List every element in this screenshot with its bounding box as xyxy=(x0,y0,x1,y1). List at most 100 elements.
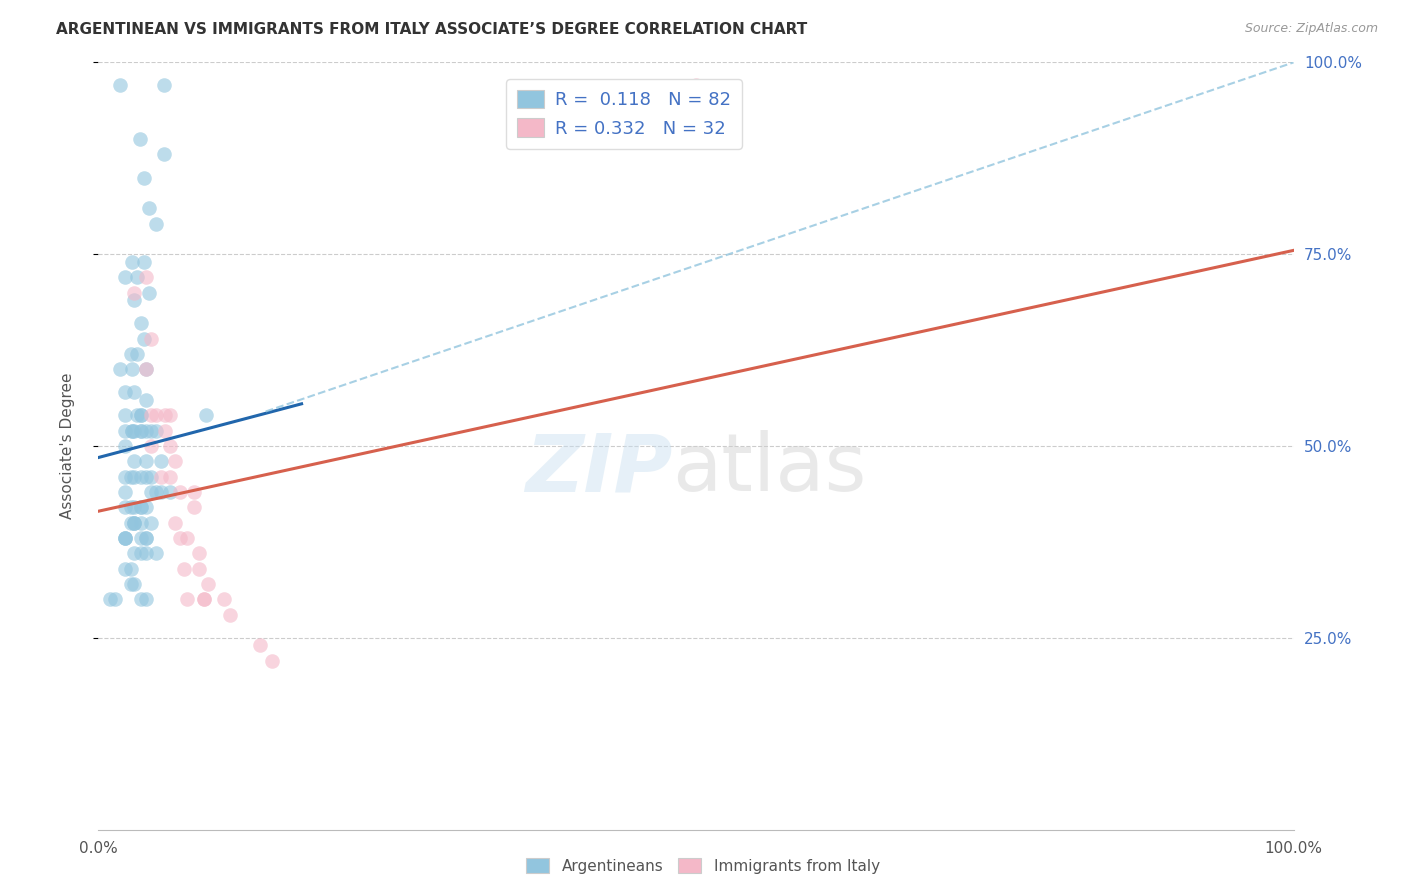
Point xyxy=(114,439,136,453)
Y-axis label: Associate's Degree: Associate's Degree xyxy=(60,373,75,519)
Point xyxy=(131,500,153,515)
Point xyxy=(159,439,181,453)
Point xyxy=(153,147,176,161)
Point xyxy=(124,293,146,308)
Point xyxy=(138,201,160,215)
Point xyxy=(124,516,146,530)
Point xyxy=(124,516,146,530)
Point xyxy=(173,562,195,576)
Point xyxy=(135,392,157,407)
Point xyxy=(124,454,146,468)
Text: ZIP: ZIP xyxy=(524,430,672,508)
Point xyxy=(139,409,162,423)
Point xyxy=(135,500,157,515)
Text: Source: ZipAtlas.com: Source: ZipAtlas.com xyxy=(1244,22,1378,36)
Point xyxy=(145,546,167,560)
Point xyxy=(114,531,136,545)
Point xyxy=(187,562,209,576)
Point xyxy=(124,500,146,515)
Point xyxy=(125,270,148,285)
Point xyxy=(155,409,177,423)
Point xyxy=(135,454,157,468)
Point xyxy=(212,592,235,607)
Point xyxy=(159,469,181,483)
Point xyxy=(145,409,167,423)
Point xyxy=(124,546,146,560)
Point xyxy=(132,255,155,269)
Point xyxy=(153,78,176,93)
Point xyxy=(114,531,136,545)
Point xyxy=(120,516,142,530)
Point xyxy=(139,469,162,483)
Point xyxy=(131,424,153,438)
Point xyxy=(176,531,198,545)
Point xyxy=(149,454,172,468)
Point xyxy=(176,592,198,607)
Point xyxy=(132,170,155,185)
Point xyxy=(124,577,146,591)
Point xyxy=(139,516,162,530)
Point xyxy=(114,485,136,500)
Point xyxy=(114,469,136,483)
Point xyxy=(135,362,157,376)
Point xyxy=(121,424,143,438)
Point xyxy=(169,531,191,545)
Point xyxy=(260,654,283,668)
Point xyxy=(135,531,157,545)
Point xyxy=(120,347,142,361)
Point xyxy=(120,577,142,591)
Text: ARGENTINEAN VS IMMIGRANTS FROM ITALY ASSOCIATE’S DEGREE CORRELATION CHART: ARGENTINEAN VS IMMIGRANTS FROM ITALY ASS… xyxy=(56,22,807,37)
Point xyxy=(135,469,157,483)
Point xyxy=(197,577,219,591)
Point xyxy=(124,285,146,300)
Point xyxy=(193,592,215,607)
Point xyxy=(98,592,122,607)
Point xyxy=(145,217,167,231)
Point xyxy=(131,500,153,515)
Legend: Argentineans, Immigrants from Italy: Argentineans, Immigrants from Italy xyxy=(520,852,886,880)
Point xyxy=(135,270,157,285)
Point xyxy=(135,592,157,607)
Point xyxy=(155,424,177,438)
Point xyxy=(125,409,148,423)
Point xyxy=(120,469,142,483)
Point xyxy=(114,270,136,285)
Point xyxy=(114,424,136,438)
Point xyxy=(129,132,152,146)
Point xyxy=(183,485,205,500)
Point xyxy=(195,409,218,423)
Point xyxy=(132,332,155,346)
Point xyxy=(139,424,162,438)
Point xyxy=(145,485,167,500)
Point xyxy=(120,562,142,576)
Point xyxy=(108,78,131,93)
Point xyxy=(121,255,143,269)
Point xyxy=(685,78,707,93)
Point xyxy=(114,409,136,423)
Point xyxy=(139,332,162,346)
Point xyxy=(114,562,136,576)
Point xyxy=(183,500,205,515)
Legend: R =  0.118   N = 82, R = 0.332   N = 32: R = 0.118 N = 82, R = 0.332 N = 32 xyxy=(506,79,742,149)
Point xyxy=(159,485,181,500)
Point xyxy=(131,546,153,560)
Point xyxy=(108,362,131,376)
Point xyxy=(249,639,271,653)
Point xyxy=(169,485,191,500)
Point xyxy=(131,516,153,530)
Point xyxy=(121,362,143,376)
Point xyxy=(159,409,181,423)
Point xyxy=(124,516,146,530)
Point xyxy=(149,469,172,483)
Point xyxy=(114,531,136,545)
Point xyxy=(131,592,153,607)
Point xyxy=(114,385,136,400)
Point xyxy=(124,469,146,483)
Point xyxy=(131,409,153,423)
Point xyxy=(193,592,215,607)
Point xyxy=(124,385,146,400)
Point xyxy=(135,424,157,438)
Point xyxy=(131,424,153,438)
Point xyxy=(138,285,160,300)
Point xyxy=(131,316,153,330)
